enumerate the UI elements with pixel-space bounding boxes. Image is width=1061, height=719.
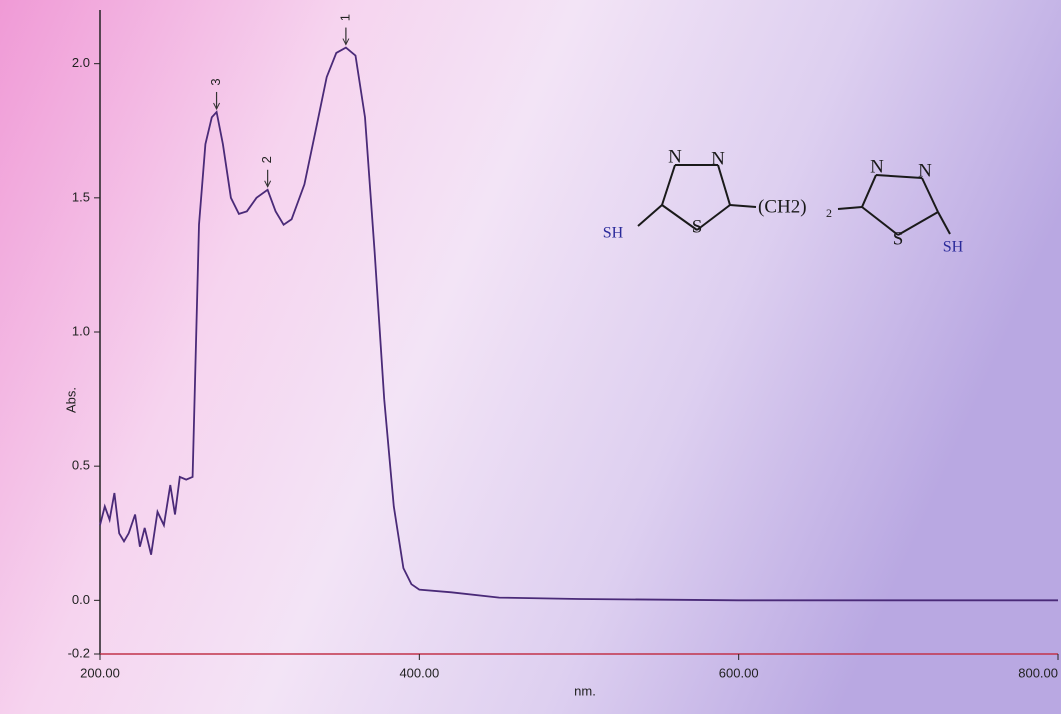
peak-arrowhead [342, 38, 350, 46]
y-axis-title: Abs. [63, 387, 78, 413]
y-tick-label: 0.0 [72, 592, 90, 607]
atom-label: S [692, 216, 703, 237]
linker-subscript: 2 [826, 206, 832, 220]
bond [897, 211, 939, 236]
x-tick-label: 200.00 [80, 665, 120, 680]
peak-label: 1 [337, 14, 352, 21]
linker-label: (CH2) [758, 196, 807, 217]
atom-label: N [870, 156, 884, 177]
bond [661, 164, 676, 206]
x-tick-label: 800.00 [1018, 665, 1058, 680]
atom-label: S [893, 228, 904, 249]
bond [696, 204, 731, 231]
atom-label: SH [943, 239, 964, 256]
peak-label: 2 [259, 156, 274, 163]
bond [717, 164, 731, 206]
bond [837, 206, 863, 210]
atom-label: N [711, 148, 725, 169]
structure: N N S SH (CH2) 2 N N S SH [603, 146, 964, 255]
bond [921, 177, 939, 213]
atom-label: N [668, 146, 682, 167]
y-tick-label: -0.2 [68, 645, 90, 660]
y-tick-label: 2.0 [72, 55, 90, 70]
x-axis-title: nm. [574, 683, 596, 698]
peak-arrowhead [264, 180, 272, 188]
bond [861, 206, 899, 236]
atom-label: N [918, 160, 932, 181]
bond [637, 204, 663, 227]
spectrum-line [99, 46, 1058, 602]
bond [861, 174, 877, 208]
x-tick-label: 600.00 [719, 665, 759, 680]
x-tick-label: 400.00 [399, 665, 439, 680]
y-tick-label: 1.5 [72, 189, 90, 204]
bond [875, 174, 923, 179]
bond [661, 204, 698, 231]
y-tick-label: 1.0 [72, 323, 90, 338]
y-tick-label: 0.5 [72, 458, 90, 473]
bond [729, 204, 757, 208]
peak-arrowhead [213, 102, 221, 111]
peak-label: 3 [208, 78, 223, 85]
atom-label: SH [603, 225, 624, 242]
bond [937, 211, 951, 235]
